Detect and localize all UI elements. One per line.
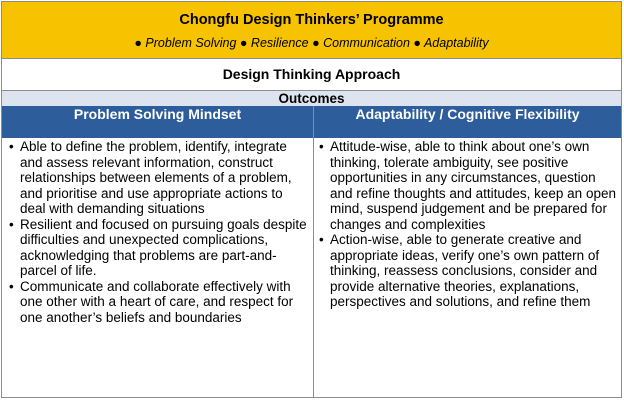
problem-solving-cell: • Able to define the problem, identify, i… [9, 139, 309, 325]
bullet-icon: • [9, 139, 14, 154]
bullet-icon: • [319, 139, 324, 154]
programme-title: Chongfu Design Thinkers’ Programme [179, 12, 444, 28]
list-item-text: Communicate and collaborate effectively … [20, 278, 294, 325]
approach-heading: Design Thinking Approach [2, 59, 621, 91]
adaptability-cell: • Attitude-wise, able to think about one’… [319, 139, 617, 310]
problem-solving-list: • Able to define the problem, identify, i… [9, 139, 309, 325]
list-item: • Resilient and focused on pursuing goals… [9, 217, 309, 279]
programme-tags: ● Problem Solving ● Resilience ● Communi… [134, 36, 489, 50]
column-divider [313, 106, 314, 397]
column-header-problem-solving: Problem Solving Mindset [2, 106, 313, 138]
list-item-text: Able to define the problem, identify, in… [20, 139, 292, 216]
list-item: • Action-wise, able to generate creative … [319, 232, 617, 310]
outcomes-heading: Outcomes [2, 91, 621, 106]
bullet-icon: • [319, 232, 324, 247]
list-item-text: Attitude-wise, able to think about one’s… [330, 139, 616, 232]
list-item-text: Action-wise, able to generate creative a… [330, 232, 600, 309]
column-header-adaptability: Adaptability / Cognitive Flexibility [314, 106, 621, 138]
list-item: • Communicate and collaborate effectively… [9, 279, 309, 326]
list-item: • Able to define the problem, identify, i… [9, 139, 309, 217]
bullet-icon: • [9, 278, 14, 294]
programme-banner: Chongfu Design Thinkers’ Programme ● Pro… [2, 2, 621, 59]
adaptability-list: • Attitude-wise, able to think about one’… [319, 139, 617, 310]
list-item: • Attitude-wise, able to think about one’… [319, 139, 617, 232]
list-item-text: Resilient and focused on pursuing goals … [20, 216, 307, 279]
bullet-icon: • [9, 216, 14, 232]
